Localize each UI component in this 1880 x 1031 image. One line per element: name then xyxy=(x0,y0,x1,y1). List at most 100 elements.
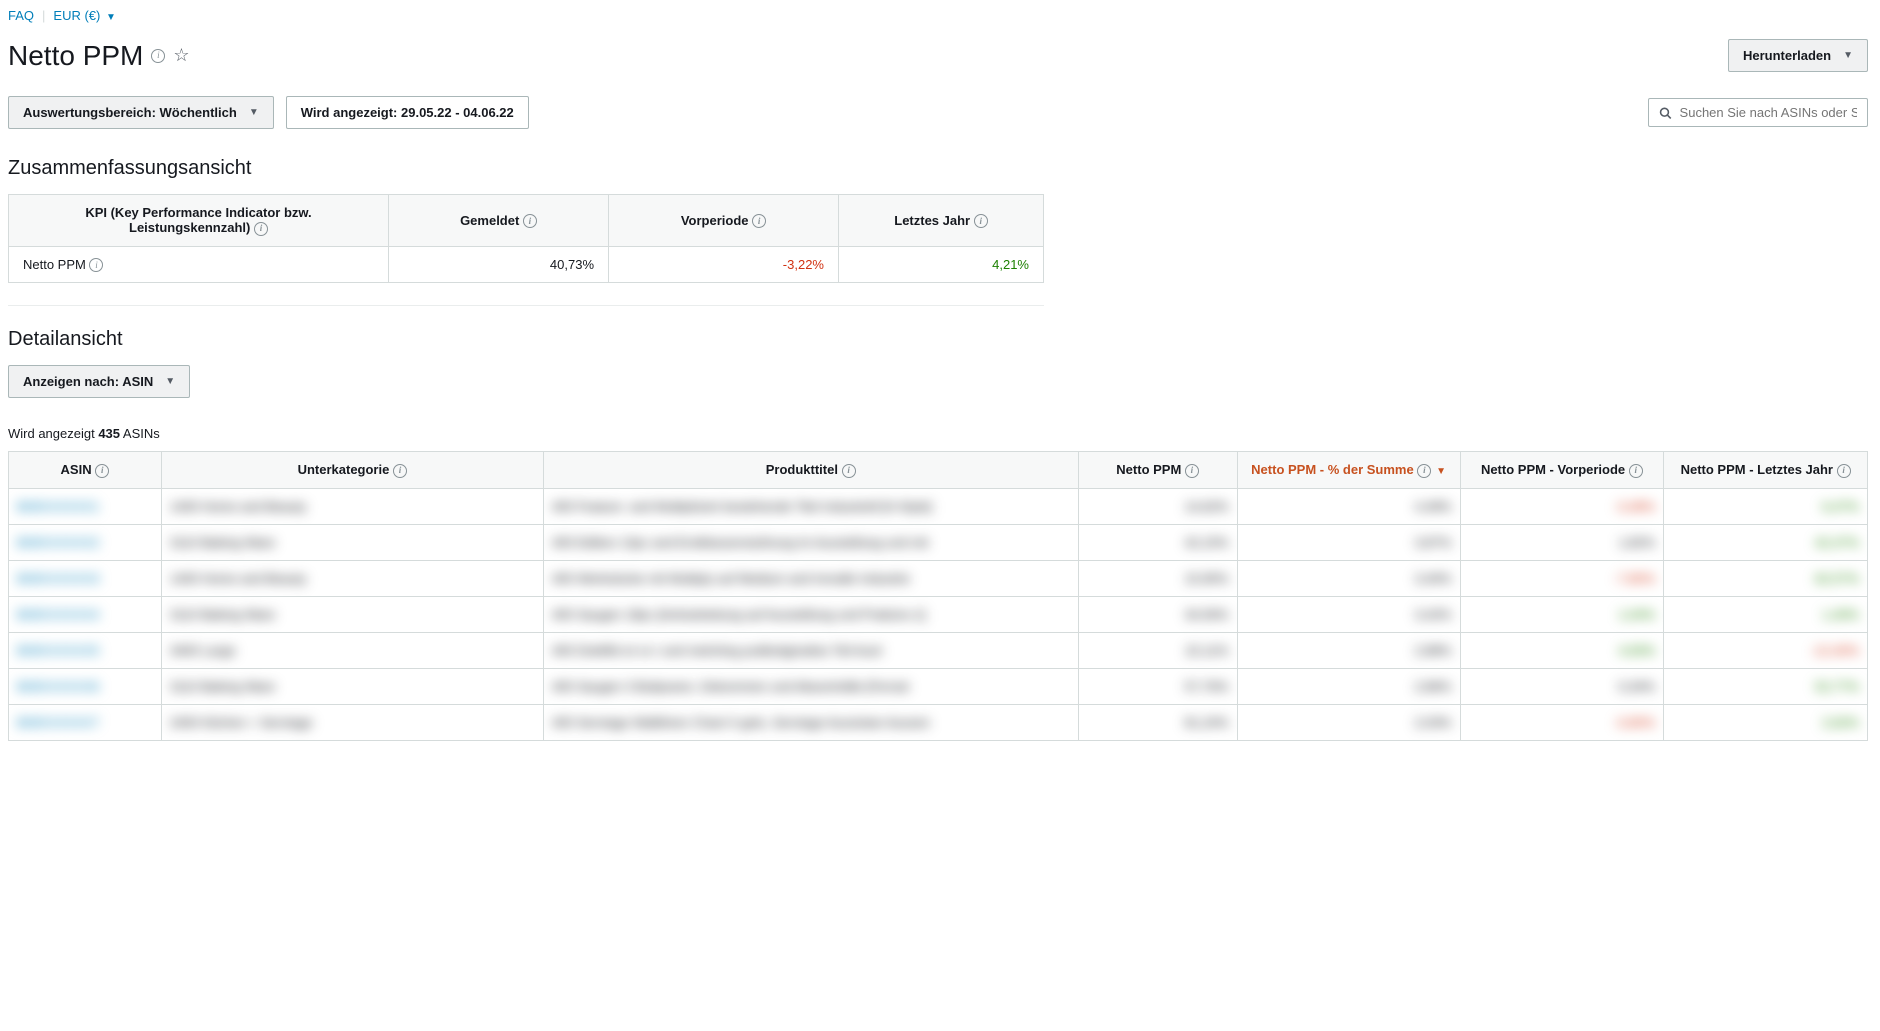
prev-cell: 0,34% xyxy=(1460,668,1664,704)
ppm-cell: 22,11% xyxy=(1078,632,1237,668)
pct-cell: 3,42% xyxy=(1237,596,1460,632)
col-prev-period[interactable]: Netto PPM - Vorperiode i xyxy=(1460,452,1664,489)
summary-row: Netto PPM i 40,73% -3,22% 4,21% xyxy=(9,246,1044,283)
info-icon[interactable]: i xyxy=(95,464,109,478)
currency-selector[interactable]: EUR (€) ▼ xyxy=(53,8,115,23)
ppm-cell: 57,76% xyxy=(1078,668,1237,704)
last-cell: 1,40% xyxy=(1664,596,1868,632)
sub-cell: 1400 Home and Beauty xyxy=(161,488,543,524)
col-pct-sum[interactable]: Netto PPM - % der Summe i ▼ xyxy=(1237,452,1460,489)
info-icon[interactable]: i xyxy=(393,464,407,478)
show-by-selector[interactable]: Anzeigen nach: ASIN ▼ xyxy=(8,365,190,398)
prev-cell: 1,04% xyxy=(1460,596,1664,632)
summary-table: KPI (Key Performance Indicator bzw. Leis… xyxy=(8,194,1044,283)
download-button-label: Herunterladen xyxy=(1743,48,1831,63)
col-last-year[interactable]: Netto PPM - Letztes Jahr i xyxy=(1664,452,1868,489)
info-icon[interactable]: i xyxy=(974,214,988,228)
ppm-cell: 15,95% xyxy=(1078,560,1237,596)
asin-cell[interactable]: B08XXXXXX7 xyxy=(9,704,162,740)
sub-cell: 3110 Baking Ware xyxy=(161,524,543,560)
ppm-cell: 81,24% xyxy=(1078,704,1237,740)
search-input[interactable] xyxy=(1680,105,1857,120)
asin-cell[interactable]: B08XXXXXX6 xyxy=(9,668,162,704)
last-cell: 2,62% xyxy=(1664,704,1868,740)
detail-heading: Detailansicht xyxy=(8,328,1868,351)
prev-cell: 1,82% xyxy=(1460,524,1664,560)
ppm-cell: 14,62% xyxy=(1078,488,1237,524)
info-icon[interactable]: i xyxy=(1629,464,1643,478)
asin-cell[interactable]: B08XXXXXX4 xyxy=(9,596,162,632)
top-separator: | xyxy=(42,8,45,23)
range-selector-label: Auswertungsbereich: Wöchentlich xyxy=(23,105,237,120)
summary-col-kpi: KPI (Key Performance Indicator bzw. Leis… xyxy=(9,195,389,247)
info-icon[interactable]: i xyxy=(254,222,268,236)
summary-lastyear-cell: 4,21% xyxy=(839,246,1044,283)
sub-cell: 2400 Kitchen + Servtage xyxy=(161,704,543,740)
asin-cell[interactable]: B08XXXXXX3 xyxy=(9,560,162,596)
summary-kpi-cell: Netto PPM i xyxy=(9,246,389,283)
title-cell: 400 Servtage Walklinen Chani II gets, Se… xyxy=(543,704,1078,740)
chevron-down-icon: ▼ xyxy=(106,12,116,23)
pct-cell: 2,03% xyxy=(1237,704,1460,740)
title-cell: 400 Dolefkit et vs I und melching podkot… xyxy=(543,632,1078,668)
asin-cell[interactable]: B08XXXXXX1 xyxy=(9,488,162,524)
last-cell: 6,47% xyxy=(1664,488,1868,524)
title-cell: 400 Edition 13pc and Erstklassenstufnung… xyxy=(543,524,1078,560)
info-icon[interactable]: i xyxy=(752,214,766,228)
asin-cell[interactable]: B08XXXXXX2 xyxy=(9,524,162,560)
download-button[interactable]: Herunterladen ▼ xyxy=(1728,39,1868,72)
sub-cell: 1400 Home and Beauty xyxy=(161,560,543,596)
asin-cell[interactable]: B08XXXXXX5 xyxy=(9,632,162,668)
show-by-label: Anzeigen nach: ASIN xyxy=(23,374,153,389)
table-row: B08XXXXXX63110 Baking Ware400 Saugen 3 B… xyxy=(9,668,1868,704)
date-range-label: Wird angezeigt: 29.05.22 - 04.06.22 xyxy=(301,105,514,120)
ppm-cell: 42,15% xyxy=(1078,524,1237,560)
last-cell: 62,57% xyxy=(1664,560,1868,596)
summary-reported-cell: 40,73% xyxy=(389,246,609,283)
table-row: B08XXXXXX53400 Large400 Dolefkit et vs I… xyxy=(9,632,1868,668)
info-icon[interactable]: i xyxy=(151,49,165,63)
caret-down-icon: ▼ xyxy=(1843,50,1853,61)
search-icon xyxy=(1659,106,1672,120)
prev-cell: -3,48% xyxy=(1460,488,1664,524)
search-input-wrap[interactable] xyxy=(1648,98,1868,127)
info-icon[interactable]: i xyxy=(1837,464,1851,478)
date-range-display[interactable]: Wird angezeigt: 29.05.22 - 04.06.22 xyxy=(286,96,529,129)
info-icon[interactable]: i xyxy=(1417,464,1431,478)
summary-col-prior: Vorperiode i xyxy=(609,195,839,247)
pct-cell: 3,40% xyxy=(1237,560,1460,596)
faq-link[interactable]: FAQ xyxy=(8,8,34,23)
prev-cell: -0,80% xyxy=(1460,704,1664,740)
summary-prior-cell: -3,22% xyxy=(609,246,839,283)
summary-col-reported: Gemeldet i xyxy=(389,195,609,247)
info-icon[interactable]: i xyxy=(842,464,856,478)
star-icon[interactable]: ☆ xyxy=(173,45,189,66)
range-selector[interactable]: Auswertungsbereich: Wöchentlich ▼ xyxy=(8,96,274,129)
divider xyxy=(8,305,1044,306)
detail-table: ASIN i Unterkategorie i Produkttitel i N… xyxy=(8,451,1868,741)
sub-cell: 3400 Large xyxy=(161,632,543,668)
info-icon[interactable]: i xyxy=(1185,464,1199,478)
info-icon[interactable]: i xyxy=(523,214,537,228)
prev-cell: 4,93% xyxy=(1460,632,1664,668)
table-row: B08XXXXXX43110 Baking Ware400 Saugen 18p… xyxy=(9,596,1868,632)
pct-cell: 2,88% xyxy=(1237,632,1460,668)
sort-desc-icon: ▼ xyxy=(1433,466,1446,477)
col-subcategory[interactable]: Unterkategorie i xyxy=(161,452,543,489)
currency-label: EUR (€) xyxy=(53,8,100,23)
page-title-text: Netto PPM xyxy=(8,40,143,72)
col-asin[interactable]: ASIN i xyxy=(9,452,162,489)
info-icon[interactable]: i xyxy=(89,258,103,272)
table-row: B08XXXXXX23110 Baking Ware400 Edition 13… xyxy=(9,524,1868,560)
summary-heading: Zusammenfassungsansicht xyxy=(8,157,1868,180)
summary-col-lastyear: Letztes Jahr i xyxy=(839,195,1044,247)
table-row: B08XXXXXX31400 Home and Beauty400 Werkst… xyxy=(9,560,1868,596)
pct-cell: 2,86% xyxy=(1237,668,1460,704)
sub-cell: 3110 Baking Ware xyxy=(161,596,543,632)
caret-down-icon: ▼ xyxy=(165,376,175,387)
col-product-title[interactable]: Produkttitel i xyxy=(543,452,1078,489)
pct-cell: 3,87% xyxy=(1237,524,1460,560)
title-cell: 400 Werkstücke mit Multiply auf Medium a… xyxy=(543,560,1078,596)
col-netto-ppm[interactable]: Netto PPM i xyxy=(1078,452,1237,489)
title-cell: 400 Saugen 3 Bulipseen, Dekommen und Abw… xyxy=(543,668,1078,704)
